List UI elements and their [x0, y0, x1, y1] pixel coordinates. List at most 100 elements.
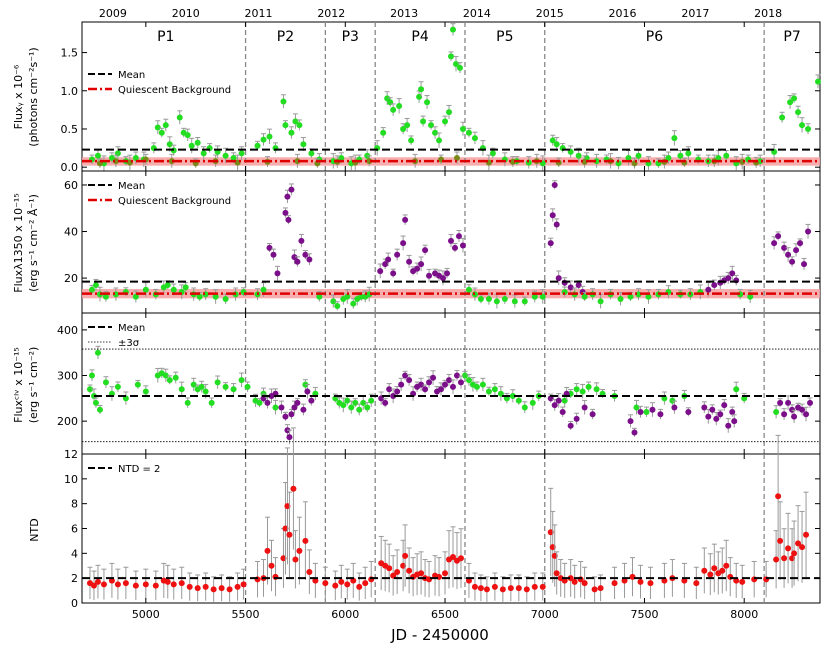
red-point: [567, 575, 574, 582]
purple-point: [731, 418, 738, 425]
purple-point: [637, 409, 644, 416]
green-point: [465, 377, 472, 384]
green-point: [254, 142, 261, 149]
y-tick-label: 200: [57, 415, 78, 428]
purple-point: [807, 399, 814, 406]
purple-point: [705, 286, 712, 293]
green-point: [114, 383, 121, 390]
purple-point: [418, 261, 425, 268]
green-point: [553, 141, 560, 148]
purple-point: [771, 240, 778, 247]
green-point: [665, 155, 672, 162]
purple-point: [285, 216, 292, 223]
year-label: 2010: [172, 7, 200, 20]
purple-point: [589, 411, 596, 418]
purple-point: [789, 258, 796, 265]
purple-point: [555, 397, 562, 404]
year-label: 2018: [754, 7, 782, 20]
purple-point: [793, 247, 800, 254]
green-point: [747, 293, 754, 300]
continuum-legend: Mean Quiescent Background: [88, 181, 231, 207]
y-tick-label: 400: [57, 324, 78, 337]
purple-point: [284, 193, 291, 200]
olive-point: [453, 155, 460, 162]
purple-point: [402, 216, 409, 223]
green-point: [338, 155, 345, 162]
y-tick-label: 2: [71, 572, 78, 585]
green-point: [815, 78, 822, 85]
purple-point: [270, 251, 277, 258]
civ-reference-lines: [82, 348, 820, 443]
green-point: [671, 135, 678, 142]
red-point: [553, 570, 560, 577]
y-tick-label: 0.0: [61, 161, 79, 174]
green-point: [182, 284, 189, 291]
year-label: 2013: [390, 7, 418, 20]
year-label: 2014: [463, 7, 491, 20]
red-point: [100, 581, 107, 588]
legend-label: Mean: [118, 323, 145, 334]
purple-point: [382, 261, 389, 268]
period-label: P1: [157, 29, 174, 45]
purple-point: [400, 240, 407, 247]
green-point: [493, 298, 500, 305]
legend-label: Quiescent Background: [118, 196, 231, 207]
red-point: [531, 583, 538, 590]
green-point: [132, 155, 139, 162]
green-point: [531, 293, 538, 300]
green-point: [408, 137, 415, 144]
green-point: [448, 53, 454, 60]
x-tick-label: 5500: [232, 608, 260, 621]
green-point: [593, 386, 600, 393]
x-tick-label: 6000: [331, 608, 359, 621]
year-label: 2017: [681, 7, 709, 20]
purple-point: [549, 212, 556, 219]
purple-point: [701, 404, 708, 411]
purple-point: [398, 381, 405, 388]
purple-point: [725, 275, 732, 282]
green-point: [260, 136, 267, 143]
red-point: [719, 567, 726, 574]
red-point: [803, 531, 810, 538]
red-point: [781, 555, 788, 562]
purple-point: [725, 422, 732, 429]
purple-point: [785, 251, 792, 258]
year-label: 2012: [317, 7, 345, 20]
purple-point: [713, 415, 720, 422]
red-point: [152, 582, 159, 589]
green-point: [200, 150, 207, 157]
red-point: [194, 585, 201, 592]
green-point: [390, 106, 397, 113]
red-point: [386, 565, 393, 572]
green-point: [635, 152, 642, 159]
x-axis-title: JD - 2450000: [390, 626, 489, 644]
purple-point: [304, 388, 311, 395]
green-point: [436, 137, 443, 144]
green-point: [134, 381, 141, 388]
purple-point: [286, 434, 293, 441]
green-point: [515, 397, 522, 404]
purple-point: [805, 228, 812, 235]
x-tick-label: 7000: [531, 608, 559, 621]
purple-point: [555, 275, 562, 282]
red-point: [332, 582, 339, 589]
purple-point: [799, 406, 806, 413]
period-label: P6: [646, 29, 663, 45]
red-point: [571, 578, 578, 585]
green-point: [260, 286, 267, 293]
period-label: P2: [277, 29, 294, 45]
legend-label: Quiescent Background: [118, 85, 231, 96]
green-point: [184, 132, 191, 139]
purple-point: [775, 233, 782, 240]
ntd-x-ticks: [145, 454, 745, 603]
gamma-x-ticks: [145, 22, 745, 171]
red-point: [402, 552, 409, 559]
red-point: [597, 585, 604, 592]
green-point: [86, 386, 93, 393]
green-point: [456, 64, 463, 71]
green-point: [477, 296, 484, 303]
purple-point: [547, 240, 554, 247]
red-point: [322, 580, 329, 587]
x-tick-label: 8000: [730, 608, 758, 621]
civ-period-boundaries: [244, 313, 765, 454]
